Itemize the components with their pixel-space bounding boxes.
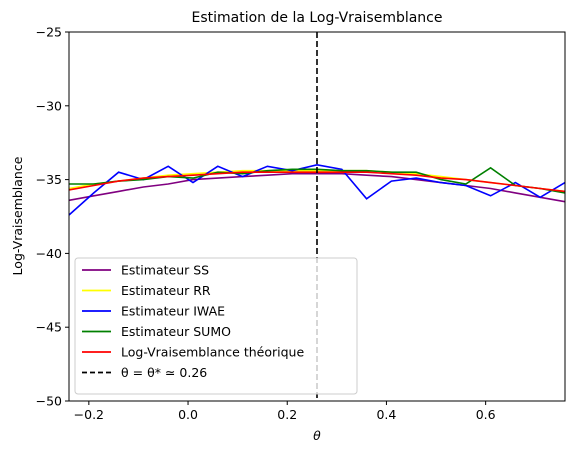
y-tick-label: −35 [36, 172, 62, 187]
series-line-0 [68, 172, 566, 203]
plot-frame [68, 31, 566, 402]
legend-label: θ = θ* ≃ 0.26 [121, 365, 207, 380]
x-tick-label: 0.4 [376, 407, 396, 422]
y-tick-label: −40 [36, 246, 62, 261]
y-tick-label: −50 [36, 394, 62, 409]
chart-title: Estimation de la Log-Vraisemblance [192, 10, 443, 26]
x-axis-label: θ [313, 428, 321, 443]
legend-label: Log-Vraisemblance théorique [121, 345, 304, 360]
y-axis-ticks: −50 −45 −40 −35 −30 −25 [36, 25, 69, 409]
y-axis-label: Log-Vraisemblance [10, 156, 25, 275]
y-tick-label: −25 [36, 25, 62, 40]
x-tick-label: −0.2 [74, 407, 104, 422]
y-tick-label: −45 [36, 320, 62, 335]
legend-label: Estimateur SS [121, 263, 209, 278]
x-tick-label: 0.2 [277, 407, 297, 422]
x-tick-label: 0.6 [476, 407, 496, 422]
legend-label: Estimateur IWAE [121, 304, 225, 319]
legend-label: Estimateur SUMO [121, 324, 231, 339]
x-axis-ticks: −0.2 0.0 0.2 0.4 0.6 [74, 401, 496, 422]
legend-label: Estimateur RR [121, 283, 211, 298]
legend-box [74, 257, 358, 395]
legend: Estimateur SS Estimateur RR Estimateur IWA… [74, 257, 358, 395]
x-tick-label: 0.0 [178, 407, 198, 422]
y-tick-label: −30 [36, 98, 62, 113]
series-line-2 [68, 163, 566, 216]
